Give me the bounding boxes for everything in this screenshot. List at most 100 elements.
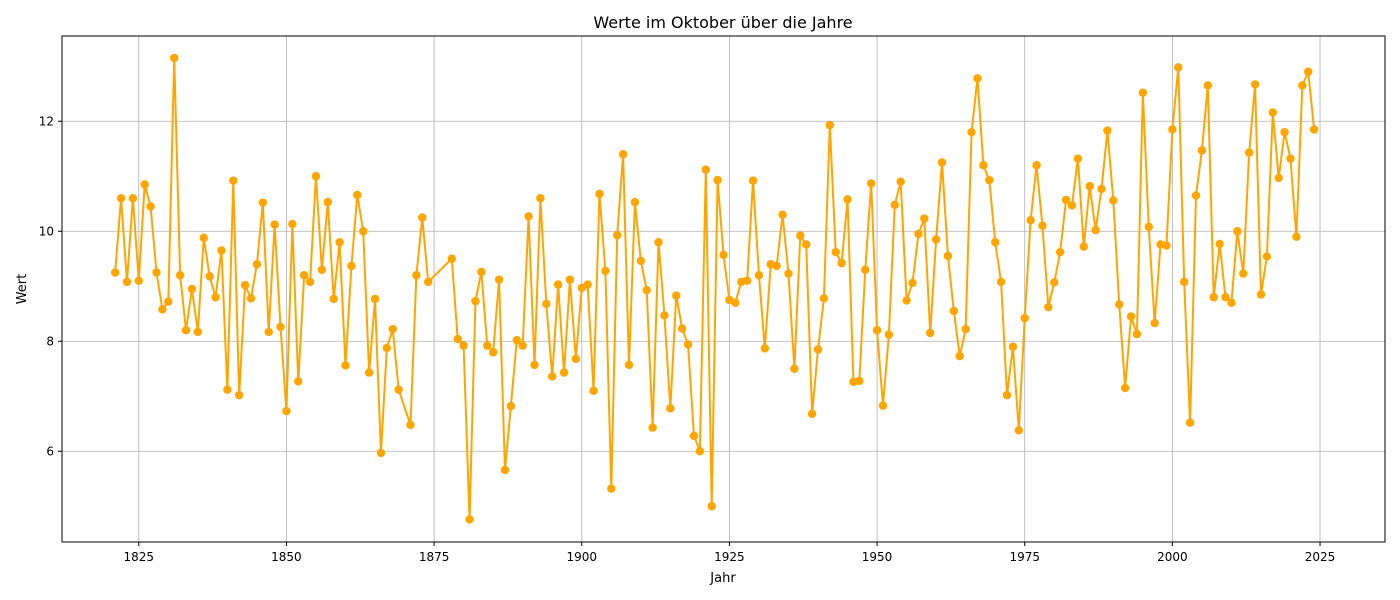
y-tick-label: 8 [46,334,54,348]
data-point [229,176,238,185]
data-point [595,189,604,199]
data-point [707,502,716,511]
data-point [488,348,498,357]
data-point [423,277,433,287]
data-point [1109,196,1118,205]
x-tick-label: 1850 [271,550,302,564]
data-point [790,364,799,373]
data-point [636,256,646,266]
data-point [1298,81,1307,90]
data-point [459,341,468,350]
data-point [760,344,770,353]
data-point [1050,278,1059,287]
data-point [116,194,126,203]
grid [62,36,1385,542]
data-point [122,277,132,287]
data-point [985,175,994,185]
data-point [477,267,486,277]
data-point [1268,108,1277,117]
data-point [353,190,362,200]
data-point [1091,225,1100,235]
data-point [394,385,403,394]
series-layer [110,53,1319,524]
data-point [1115,300,1124,309]
data-point [754,271,764,280]
data-point [784,269,793,278]
data-point [483,341,492,350]
data-point [1292,232,1301,241]
data-point [317,265,327,274]
data-point [418,213,427,222]
data-point [1073,154,1083,163]
data-point [370,294,380,304]
data-point [914,229,923,239]
data-point [825,120,835,130]
data-point [731,298,740,307]
data-point [140,180,149,189]
data-point [465,515,474,524]
data-point [801,240,811,249]
data-point [471,296,480,306]
data-point [223,385,232,394]
data-point [1055,247,1065,257]
data-point [843,195,852,204]
data-point [518,341,527,350]
data-point [359,227,368,236]
data-point [110,268,120,277]
data-point [1002,390,1012,400]
data-point [181,326,191,335]
data-point [1138,88,1148,97]
data-point [701,165,710,174]
data-point [1227,298,1236,307]
data-point [861,265,870,274]
plot-frame [61,35,1386,543]
data-point [1144,222,1153,232]
data-point [902,296,911,305]
data-point [1286,154,1295,163]
data-point [1126,312,1136,321]
data-point [388,324,397,334]
data-point [695,447,705,456]
data-point [1304,67,1313,76]
data-point [931,235,941,244]
data-point [447,254,457,263]
data-point [1032,161,1041,170]
data-point [187,284,197,294]
data-point [813,345,823,354]
data-point [990,238,1000,247]
data-point [890,200,899,210]
data-point [1132,329,1142,339]
y-tick-label: 6 [46,444,54,458]
data-point [878,401,888,410]
data-point [453,334,462,344]
data-point [548,372,557,381]
data-point [128,194,138,203]
x-tick-label: 1900 [566,550,597,564]
data-point [772,261,781,271]
data-point [630,197,640,207]
x-tick-label: 1875 [419,550,450,564]
data-point [979,161,988,170]
data-point [742,276,752,285]
data-point [1203,81,1213,90]
x-axis-label: Jahr [709,571,736,586]
data-point [666,404,675,413]
data-point [1020,313,1029,323]
y-tick-label: 12 [39,114,54,128]
data-point [152,268,161,277]
data-point [672,291,681,300]
data-point [819,294,829,303]
series-line [114,57,1316,521]
data-point [677,324,687,333]
data-point [217,246,226,255]
data-point [506,401,516,411]
data-point [565,275,575,284]
data-point [199,233,208,243]
data-point [305,277,315,287]
data-point [299,271,309,280]
data-point [961,324,970,334]
data-point [494,275,504,284]
data-point [967,128,976,137]
data-point [607,484,616,493]
